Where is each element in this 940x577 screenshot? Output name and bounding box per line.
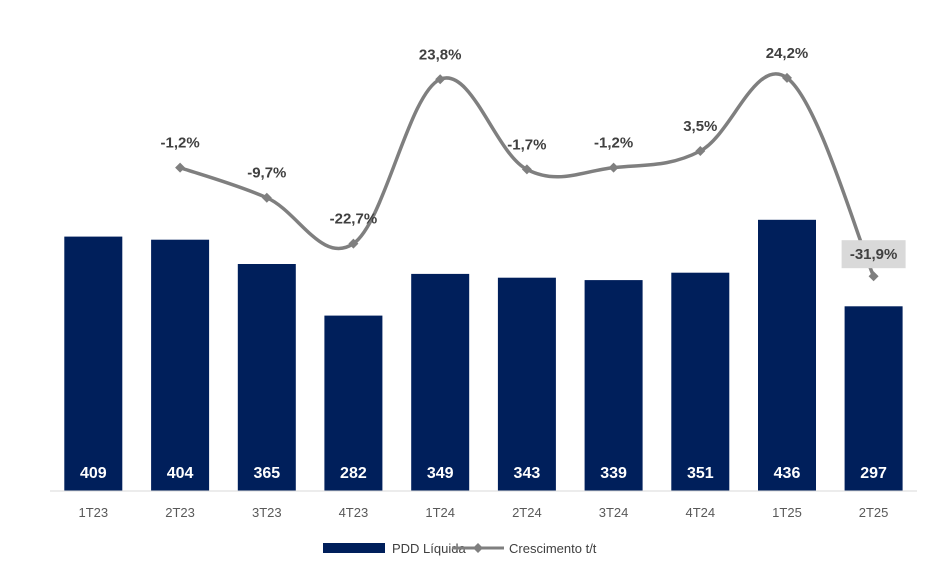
legend: PDD Líquida Crescimento t/t (323, 541, 597, 556)
bar-3T24 (584, 280, 643, 491)
bar-value-label: 339 (600, 465, 627, 482)
bar-4T24 (671, 272, 730, 491)
bar-value-label: 409 (80, 465, 107, 482)
bar-value-label: 436 (774, 465, 801, 482)
x-tick-labels-group: 1T23 2T23 3T23 4T23 1T24 2T24 3T24 4T24 1T25 2T25 (78, 505, 888, 520)
bar-1T24 (411, 273, 470, 491)
bar-value-label: 343 (514, 465, 541, 482)
growth-marker-2T23 (175, 162, 186, 173)
growth-marker-2T25 (868, 271, 879, 282)
growth-value-label: 24,2% (766, 45, 809, 62)
growth-value-label: -22,7% (330, 211, 378, 228)
growth-line-group: -1,2% -9,7% -22,7% 23,8% -1,7% -1,2% 3,5% 24,2%… (161, 45, 906, 282)
legend-label-line: Crescimento t/t (509, 541, 597, 556)
bar-1T23 (64, 236, 123, 491)
x-tick-label: 2T25 (859, 505, 889, 520)
bar-3T23 (237, 264, 296, 491)
bar-2T23 (151, 239, 210, 491)
x-tick-label: 1T25 (772, 505, 802, 520)
bar-labels-group: 409 404 365 282 349 343 339 351 436 297 (80, 465, 887, 482)
x-tick-label: 3T23 (252, 505, 282, 520)
legend-label-bar: PDD Líquida (392, 541, 466, 556)
x-tick-label: 1T23 (78, 505, 108, 520)
x-tick-label: 3T24 (599, 505, 629, 520)
growth-marker-1T24 (435, 74, 446, 85)
highlight-label-box (841, 240, 906, 269)
growth-value-label: 23,8% (419, 46, 462, 63)
x-tick-label: 1T24 (425, 505, 455, 520)
bar-value-label: 297 (860, 465, 887, 482)
bar-4T23 (324, 315, 383, 491)
bar-value-label: 282 (340, 465, 367, 482)
growth-value-label: -9,7% (247, 165, 286, 182)
growth-value-label: 3,5% (683, 118, 717, 135)
growth-marker-4T24 (695, 146, 706, 156)
growth-marker-3T23 (261, 192, 272, 203)
bar-2T24 (497, 277, 556, 491)
growth-marker-3T24 (608, 162, 619, 173)
growth-value-label: -31,9% (850, 246, 898, 263)
growth-marker-1T25 (782, 72, 792, 83)
bar-value-label: 351 (687, 465, 714, 482)
bar-value-label: 404 (167, 465, 194, 482)
growth-marker-2T24 (521, 164, 532, 175)
growth-marker-4T23 (348, 238, 359, 249)
bars-group (64, 219, 903, 492)
bar-value-label: 365 (253, 465, 280, 482)
growth-value-label: -1,7% (507, 136, 546, 153)
growth-value-label: -1,2% (161, 135, 200, 152)
growth-value-label: -1,2% (594, 135, 633, 152)
legend-marker-icon (473, 543, 483, 553)
bar-1T25 (758, 219, 816, 492)
legend-swatch-bar (323, 543, 385, 553)
bar-value-label: 349 (427, 465, 454, 482)
x-tick-label: 2T23 (165, 505, 195, 520)
bar-2T25 (844, 306, 903, 491)
x-tick-label: 2T24 (512, 505, 542, 520)
x-tick-label: 4T24 (685, 505, 715, 520)
x-tick-label: 4T23 (339, 505, 369, 520)
